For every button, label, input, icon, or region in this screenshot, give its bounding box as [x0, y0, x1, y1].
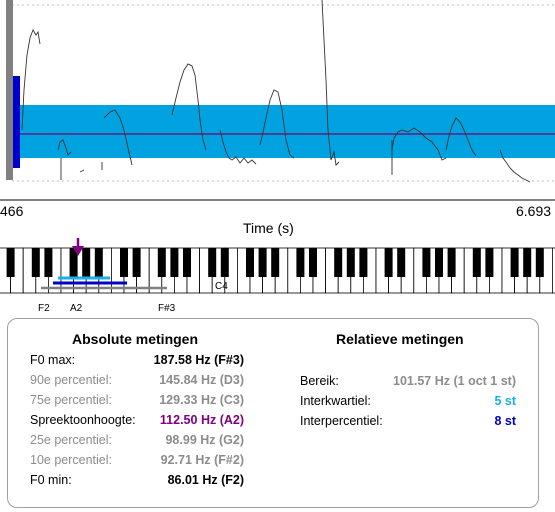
black-key: [6, 248, 15, 277]
black-key: [346, 248, 355, 277]
black-key: [82, 248, 91, 277]
fmin-value: 86.01 Hz (F2): [167, 473, 244, 487]
fmax-value: 187.58 Hz (F#3): [153, 353, 244, 367]
black-key: [69, 248, 78, 277]
white-key: [552, 247, 555, 294]
range-bar: [13, 76, 20, 168]
key-label-f2: F2: [38, 303, 50, 314]
plot-frame: [0, 0, 555, 200]
key-label-fs3: F#3: [158, 303, 176, 314]
black-key: [220, 248, 229, 277]
black-key: [472, 248, 481, 277]
measurements-panel: Absolute metingen Relatieve metingen F0 …: [7, 318, 539, 508]
p75-label: 75e percentiel:: [30, 393, 113, 407]
black-key: [120, 248, 128, 277]
pitch-plot: [0, 0, 555, 201]
black-key: [485, 248, 494, 277]
speaking-pitch-value: 112.50 Hz (A2): [159, 413, 244, 427]
interquartile-band: [12, 105, 555, 158]
fmin-label: F0 min:: [30, 473, 72, 487]
black-key: [535, 248, 544, 277]
black-keys: [6, 248, 544, 277]
black-key: [435, 248, 443, 277]
black-key: [132, 248, 141, 277]
black-key: [258, 248, 267, 277]
speaking-pitch-label: Spreektoonhoogte:: [30, 413, 136, 427]
black-key: [208, 248, 217, 277]
p25-label: 25e percentiel:: [30, 433, 113, 447]
time-start-label: 466: [0, 203, 24, 219]
key-label-a2: A2: [70, 303, 83, 314]
black-key: [334, 248, 343, 277]
black-key: [510, 248, 519, 277]
black-key: [447, 248, 456, 277]
pitch-contour: [21, 0, 531, 183]
fmax-label: F0 max:: [30, 353, 76, 367]
interquartile-label: Interkwartiel:: [300, 394, 371, 408]
key-label-c4: C4: [215, 281, 228, 292]
range-label: Bereik:: [300, 374, 339, 388]
black-key: [384, 248, 393, 277]
black-key: [246, 248, 254, 277]
interpercentile-value: 8 st: [494, 414, 516, 428]
interquartile-value: 5 st: [494, 394, 516, 408]
absolute-title: Absolute metingen: [72, 331, 199, 347]
p90-value: 145.84 Hz (D3): [159, 373, 244, 387]
black-key: [523, 248, 532, 277]
x-axis-label: Time (s): [243, 220, 294, 236]
range-value: 101.57 Hz (1 oct 1 st): [393, 374, 516, 388]
black-key: [157, 248, 166, 277]
p90-label: 90e percentiel:: [30, 373, 113, 387]
black-key: [31, 248, 40, 277]
black-key: [44, 248, 53, 277]
black-key: [183, 248, 191, 277]
piano-keyboard: F2 A2 F#3 C4: [0, 238, 555, 314]
selection-bar: [6, 0, 13, 180]
time-end-label: 6.693: [516, 203, 552, 219]
black-key: [271, 248, 280, 277]
arrow-down-icon: [72, 238, 84, 256]
interpercentile-label: Interpercentiel:: [300, 414, 383, 428]
black-key: [170, 248, 179, 277]
p75-value: 129.33 Hz (C3): [159, 393, 244, 407]
black-key: [359, 248, 368, 277]
black-key: [309, 248, 317, 277]
p25-value: 98.99 Hz (G2): [165, 433, 244, 447]
black-key: [94, 248, 103, 277]
black-key: [296, 248, 305, 277]
p10-label: 10e percentiel:: [30, 453, 113, 467]
black-key: [397, 248, 406, 277]
relative-title: Relatieve metingen: [336, 331, 464, 347]
p10-value: 92.71 Hz (F#2): [160, 453, 244, 467]
black-key: [422, 248, 431, 277]
